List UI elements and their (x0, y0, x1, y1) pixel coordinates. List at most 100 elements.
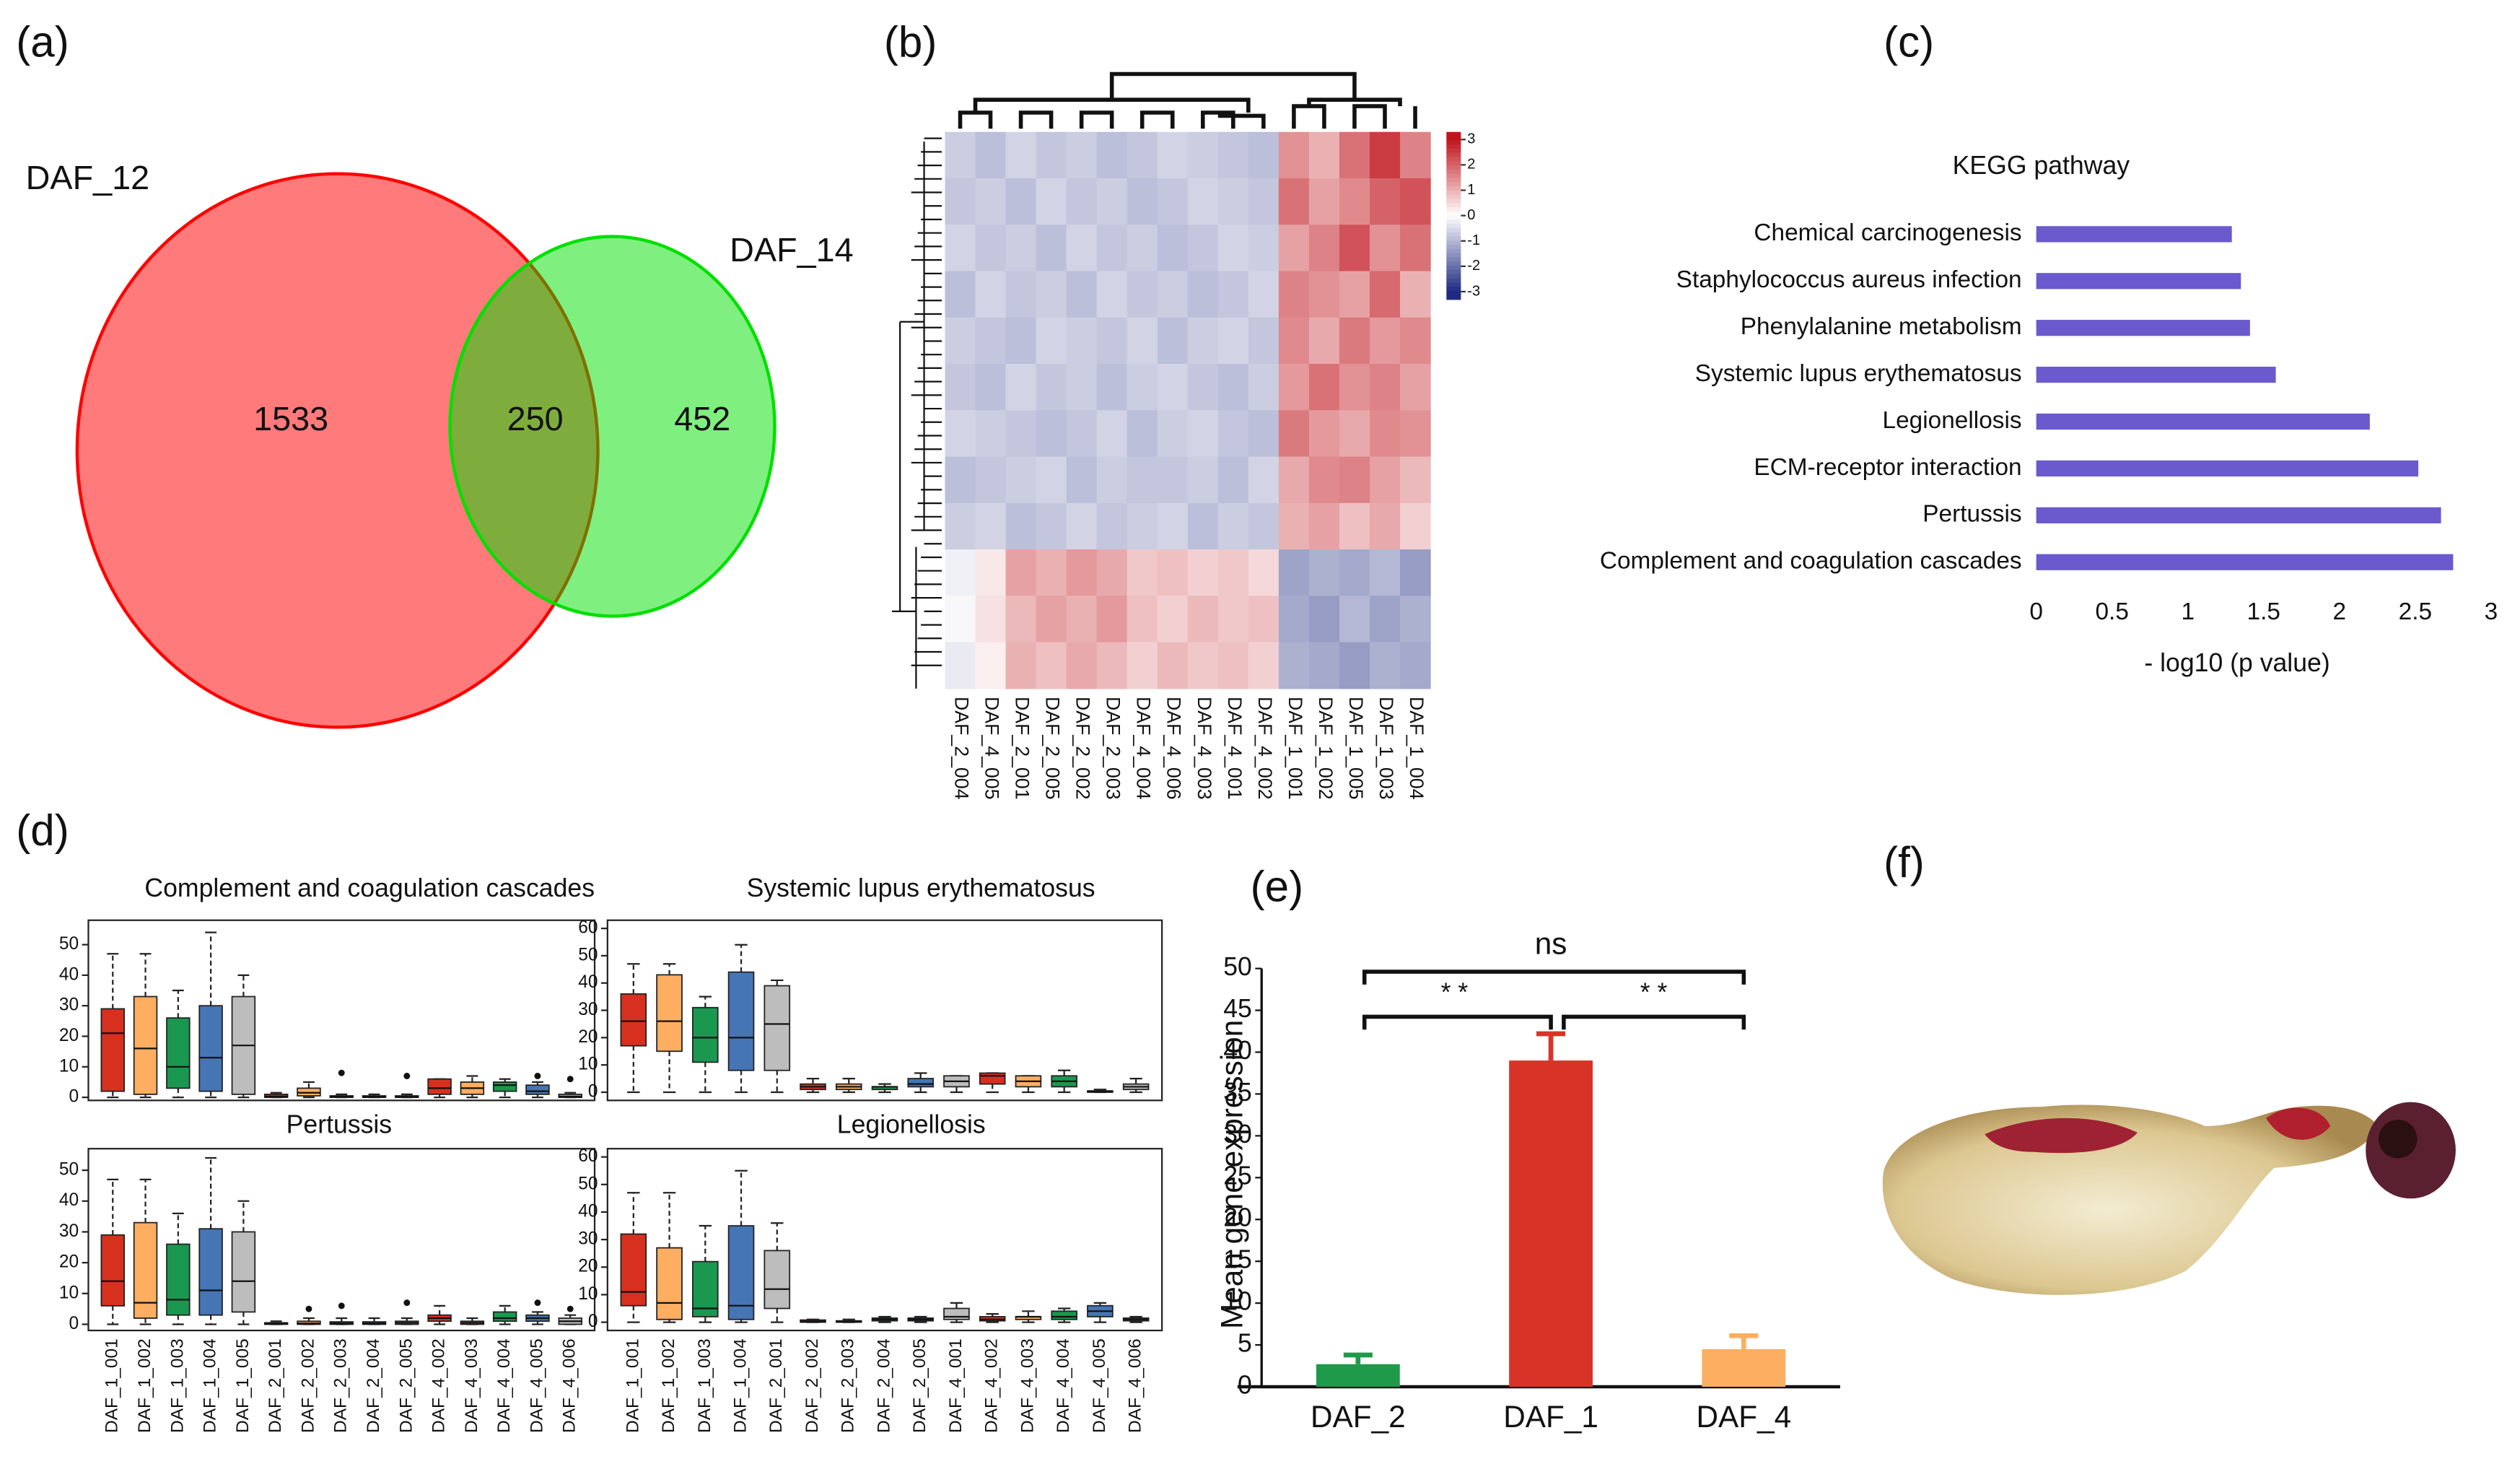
outlier (534, 1073, 541, 1079)
colorbar-step (1446, 261, 1461, 267)
heat-cell (1339, 271, 1370, 318)
x-tick-label: DAF_4_005 (1090, 1338, 1109, 1433)
heat-cell (1339, 456, 1370, 504)
heat-cell (1187, 271, 1219, 318)
colorbar-step (1446, 278, 1461, 284)
column-label: DAF_4_006 (1163, 697, 1185, 800)
heat-cell (975, 225, 1007, 272)
heat-cell (975, 642, 1007, 689)
heat-cell (1217, 502, 1249, 550)
heat-cell (1005, 317, 1037, 365)
column-label: DAF_1_004 (1406, 697, 1427, 800)
heat-cell (975, 502, 1007, 550)
heat-cell (1217, 456, 1249, 504)
x-tick-label: DAF_2_003 (839, 1338, 858, 1433)
heat-cell (1278, 596, 1310, 643)
heat-cell (1217, 596, 1249, 643)
column-label: DAF_1_003 (1375, 697, 1397, 800)
colorbar-step (1446, 178, 1461, 183)
colorbar-tick-label: 2 (1467, 157, 1475, 173)
heat-cell (1217, 549, 1249, 596)
box (492, 1081, 517, 1092)
box (198, 1005, 223, 1092)
y-tick-label: 0 (588, 1312, 598, 1331)
y-tick-label: 0 (69, 1087, 79, 1107)
y-tick-label: 0 (588, 1081, 598, 1101)
heat-cell (1066, 364, 1098, 411)
box (100, 1008, 126, 1092)
dendrogram (892, 71, 1417, 689)
heat-cell (1005, 456, 1037, 504)
y-tick-label: 0 (69, 1314, 79, 1333)
heat-cell (1339, 317, 1370, 365)
y-tick-label: 40 (578, 1201, 598, 1221)
heat-cell (1066, 178, 1098, 225)
colorbar-tick-label: -2 (1467, 258, 1480, 274)
plot-frame (606, 919, 1163, 1102)
heat-cell (1096, 364, 1128, 411)
heat-cell (1308, 225, 1340, 272)
heat-cell (1248, 225, 1279, 272)
panel-label: (f) (1884, 838, 1925, 886)
colorbar-step (1446, 215, 1461, 221)
annotation: * * (1441, 978, 1469, 1007)
x-tick-label: DAF_4_001 (946, 1338, 966, 1433)
box (656, 974, 683, 1053)
heat-cell (1278, 178, 1310, 225)
x-tick-label: DAF_4 (1697, 1400, 1792, 1434)
bar (2036, 413, 2370, 430)
box (133, 1221, 158, 1319)
colorbar-step (1446, 157, 1461, 162)
heat-cell (1005, 596, 1037, 643)
colorbar-tick-label: -3 (1467, 283, 1480, 299)
heat-cell (1278, 456, 1310, 504)
heat-cell (1126, 549, 1158, 596)
box (620, 1233, 647, 1307)
box (692, 1006, 719, 1063)
colorbar-step (1446, 282, 1461, 288)
colorbar-step (1446, 144, 1461, 149)
colorbar-step (1446, 287, 1461, 292)
y-tick-label: 30 (59, 995, 79, 1015)
x-tick-label: DAF_2_001 (266, 1338, 285, 1433)
box (198, 1228, 223, 1316)
column-label: DAF_1_005 (1345, 697, 1367, 800)
heat-cell (1126, 596, 1158, 643)
plot-frame (606, 1148, 1163, 1332)
colorbar-step (1446, 182, 1461, 187)
y-tick-label: 45 (1223, 994, 1252, 1023)
heat-cell (945, 549, 976, 596)
heat-cell (945, 317, 976, 365)
y-tick-label: 40 (578, 972, 598, 992)
heat-cell (1217, 364, 1249, 411)
colorbar-step (1446, 165, 1461, 170)
colorbar-step (1446, 211, 1461, 217)
row-dendrogram (892, 137, 942, 689)
heat-cell (1369, 225, 1401, 272)
y-tick-label: 10 (59, 1283, 79, 1302)
bar (2036, 320, 2250, 336)
x-tick-label: DAF_4_006 (1126, 1338, 1145, 1433)
column-label: DAF_2_002 (1072, 697, 1094, 800)
y-tick-label: 30 (1223, 1120, 1252, 1149)
heat-cell (1217, 225, 1249, 272)
bracket (1562, 1014, 1746, 1030)
y-tick-label: 20 (578, 1027, 598, 1047)
y-tick-label: 10 (1223, 1287, 1252, 1316)
heat-cell (1126, 410, 1158, 458)
outlier (566, 1305, 574, 1312)
heat-cell (1369, 317, 1401, 365)
heat-cell (1187, 178, 1219, 225)
category-label: Systemic lupus erythematosus (1695, 360, 2022, 387)
x-tick-label: DAF_4_002 (429, 1338, 449, 1433)
heat-cell (1339, 178, 1370, 225)
plot-frame (87, 919, 596, 1102)
heat-cell (1066, 596, 1098, 643)
heat-cell (1278, 642, 1310, 689)
x-tick-label: DAF_2_002 (298, 1338, 318, 1433)
heat-cell (945, 456, 976, 504)
x-tick-label: DAF_4_003 (462, 1338, 481, 1433)
y-tick-label: 40 (59, 1190, 79, 1210)
box (727, 1225, 755, 1320)
